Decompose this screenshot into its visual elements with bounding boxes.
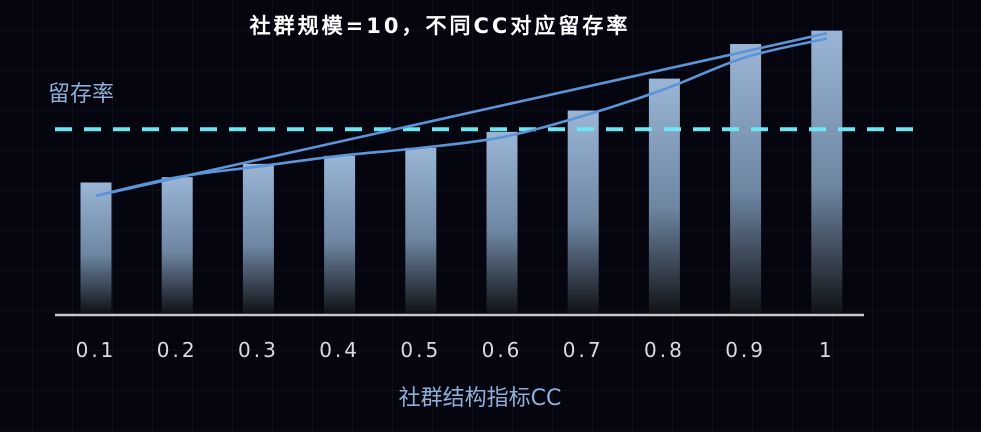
x-tick-label: 0.1 bbox=[76, 338, 117, 362]
bar-0.5 bbox=[405, 147, 437, 313]
bar-0.6 bbox=[486, 131, 518, 313]
trend-line bbox=[95, 37, 828, 198]
y-axis-label: 留存率 bbox=[48, 82, 114, 107]
bars-group bbox=[80, 30, 843, 314]
bar-0.7 bbox=[567, 110, 599, 314]
x-tick-label: 0.9 bbox=[725, 338, 766, 362]
x-tick-label: 0.8 bbox=[644, 338, 685, 362]
bar-0.1 bbox=[80, 182, 112, 313]
x-tick-label: 0.6 bbox=[482, 338, 523, 362]
bar-1 bbox=[811, 30, 843, 314]
x-axis-label: 社群结构指标CC bbox=[399, 386, 562, 411]
x-tick-label: 0.3 bbox=[238, 338, 279, 362]
x-tick-label: 0.4 bbox=[319, 338, 360, 362]
bar-0.9 bbox=[730, 43, 762, 314]
x-tick-label: 0.7 bbox=[563, 338, 604, 362]
bar-0.8 bbox=[648, 78, 680, 313]
x-tick-labels: 0.1 0.2 0.3 0.4 0.5 0.6 0.7 0.8 0.9 1 bbox=[76, 338, 835, 362]
x-tick-label: 0.2 bbox=[157, 338, 198, 362]
chart-title: 社群规模=10，不同CC对应留存率 bbox=[249, 14, 631, 38]
bar-0.3 bbox=[242, 163, 274, 313]
linear-fit-line bbox=[95, 32, 828, 198]
bar-0.4 bbox=[324, 155, 356, 313]
x-tick-label: 1 bbox=[819, 338, 835, 362]
x-tick-label: 0.5 bbox=[400, 338, 441, 362]
bar-0.2 bbox=[161, 177, 193, 313]
